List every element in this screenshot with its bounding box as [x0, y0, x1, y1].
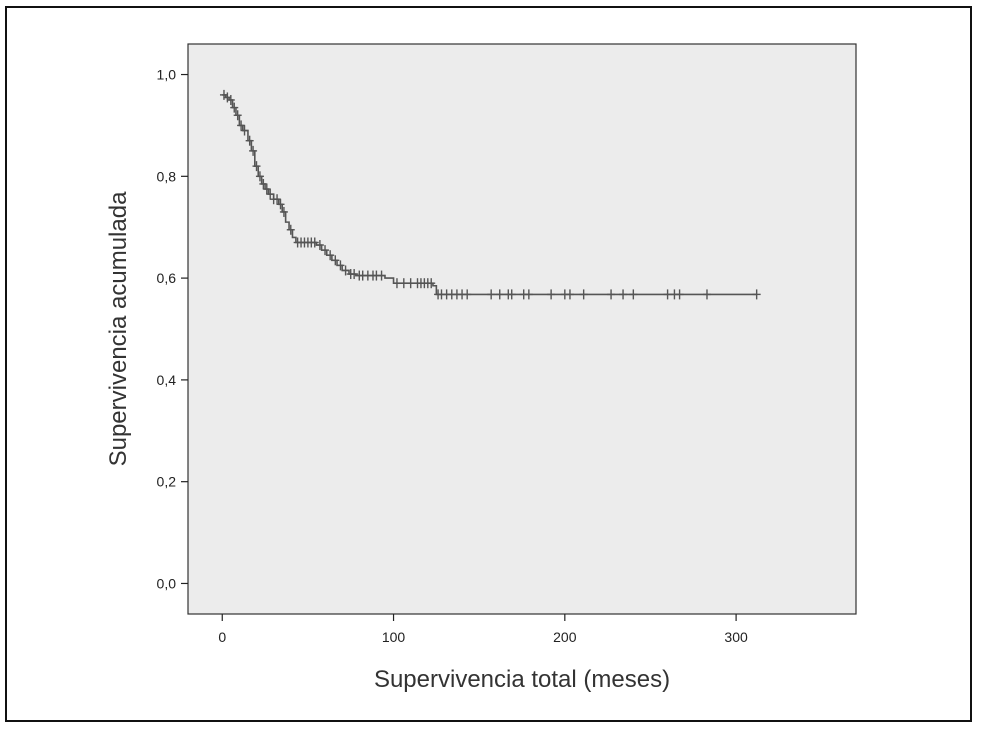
censor-mark [702, 289, 711, 300]
y-axis-title: Supervivencia acumulada [105, 191, 132, 466]
censor-mark [266, 189, 275, 200]
censor-mark [341, 265, 350, 276]
censor-mark [233, 110, 242, 121]
censor-mark [262, 184, 271, 195]
censor-mark [245, 135, 254, 146]
y-tick-label: 0,0 [157, 575, 177, 591]
y-tick-label: 0,6 [157, 270, 177, 286]
censor-mark [230, 102, 239, 113]
x-tick-label: 100 [382, 629, 406, 645]
censor-mark [399, 278, 408, 289]
censor-mark [259, 178, 268, 189]
x-tick-label: 0 [218, 629, 226, 645]
x-tick-label: 300 [724, 629, 748, 645]
censor-mark [321, 245, 330, 256]
censor-mark [752, 289, 761, 300]
censor-mark [310, 237, 319, 248]
plot-area [187, 43, 857, 615]
censor-mark [237, 120, 246, 131]
censor-mark [286, 224, 295, 235]
censor-mark [565, 289, 574, 300]
censor-mark [675, 289, 684, 300]
censor-mark [607, 289, 616, 300]
chart-marks [219, 89, 761, 300]
censor-mark [629, 289, 638, 300]
censor-mark [336, 260, 345, 271]
y-tick-label: 0,4 [157, 372, 177, 388]
censor-mark [223, 92, 232, 103]
y-tick-label: 0,8 [157, 168, 177, 184]
censor-mark [255, 171, 264, 182]
censor-mark [279, 206, 288, 217]
censor-mark [252, 161, 261, 172]
censor-mark [392, 278, 401, 289]
censor-mark [463, 289, 472, 300]
axes: 0,0 0,2 0,4 0,6 0,8 1,0 0 100 200 300 [157, 67, 748, 645]
censor-mark [226, 94, 235, 105]
censor-mark [524, 289, 533, 300]
censor-mark [350, 269, 359, 280]
censor-mark [663, 289, 672, 300]
censor-mark [487, 289, 496, 300]
y-tick-label: 1,0 [157, 67, 177, 83]
x-axis-title: Supervivencia total (meses) [374, 666, 670, 693]
censor-mark [240, 125, 249, 136]
censor-mark [331, 255, 340, 266]
censor-mark [249, 145, 258, 156]
y-tick-label: 0,2 [157, 474, 177, 490]
censor-mark [507, 289, 516, 300]
x-tick-label: 200 [553, 629, 577, 645]
censor-mark [273, 194, 282, 205]
censor-mark [547, 289, 556, 300]
censor-mark [219, 89, 228, 100]
censor-mark [495, 289, 504, 300]
censor-mark [377, 270, 386, 281]
censor-mark [276, 199, 285, 210]
censor-mark [315, 240, 324, 251]
censor-mark [427, 278, 436, 289]
censor-mark [406, 278, 415, 289]
censor-mark [619, 289, 628, 300]
censor-mark [579, 289, 588, 300]
censor-mark [326, 250, 335, 261]
